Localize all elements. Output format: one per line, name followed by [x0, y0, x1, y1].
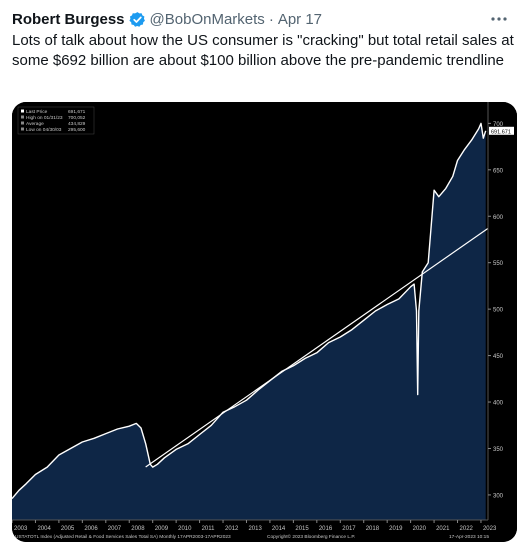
legend-label: Last Price [26, 109, 48, 115]
y-tick-label: 300 [493, 493, 504, 499]
y-tick-label: 650 [493, 168, 504, 174]
y-tick-label: 500 [493, 308, 504, 314]
x-tick-label: 2015 [295, 526, 309, 532]
legend-box [17, 106, 95, 135]
x-tick-label: 2021 [436, 526, 450, 532]
legend-value: 700,052 [68, 115, 86, 121]
legend-swatch [21, 127, 24, 131]
series-line [12, 122, 487, 500]
legend-swatch [21, 121, 24, 125]
x-tick-label: 2009 [155, 526, 169, 532]
y-tick-label: 450 [493, 354, 504, 360]
footer-copyright: Copyright© 2023 Bloomberg Finance L.P. [267, 533, 355, 540]
legend-value: 434,829 [68, 121, 86, 127]
x-tick-label: 2004 [37, 526, 51, 532]
series-area [12, 123, 486, 521]
tweet-header: Robert Burgess @BobOnMarkets · Apr 17 [12, 8, 512, 30]
x-tick-label: 2006 [84, 526, 98, 532]
x-tick-label: 2010 [178, 526, 192, 532]
y-tick-label: 350 [493, 447, 504, 453]
legend-swatch [21, 109, 24, 113]
x-tick-label: 2012 [225, 526, 239, 532]
y-tick-label: 400 [493, 401, 504, 407]
footer-timestamp: 17-Apr-2023 10:15 [449, 534, 489, 540]
retail-sales-chart: 300 350 400 450 500 550 600 650 700 2003 2004 2005 2… [12, 102, 517, 542]
legend-value: 691,671 [68, 109, 86, 115]
x-tick-label: 2003 [14, 526, 28, 532]
y-tick-label: 700 [493, 122, 504, 128]
last-price-tag-label: 691.671 [491, 129, 511, 135]
x-tick-label: 2005 [61, 526, 75, 532]
more-horizontal-icon[interactable] [488, 8, 510, 30]
footer-source: USTATOTL Index (Adjusted Retail & Food S… [15, 534, 231, 540]
verified-badge-icon [128, 11, 146, 28]
trend-line [145, 227, 489, 468]
legend-label: Average [26, 121, 44, 127]
x-tick-label: 2022 [460, 526, 474, 532]
x-tick-label: 2018 [366, 526, 380, 532]
legend-label: Low on 04/30/03 [26, 127, 62, 133]
x-tick-label: 2007 [108, 526, 122, 532]
tweet-text: Lots of talk about how the US consumer i… [12, 32, 514, 69]
x-tick-label: 2023 [483, 526, 497, 532]
x-tick-label: 2019 [389, 526, 403, 532]
tweet-date[interactable]: Apr 17 [277, 10, 323, 28]
legend-label: High on 01/31/23 [26, 115, 63, 121]
x-tick-label: 2011 [202, 526, 216, 532]
chart-image[interactable]: 300 350 400 450 500 550 600 650 700 2003 2004 2005 2… [12, 102, 517, 542]
x-tick-label: 2020 [413, 526, 427, 532]
x-tick-label: 2017 [342, 526, 356, 532]
last-price-tag [489, 126, 514, 135]
x-tick-label: 2013 [248, 526, 262, 532]
y-tick-label: 550 [493, 261, 504, 267]
separator: · [268, 10, 274, 28]
x-tick-label: 2008 [131, 526, 145, 532]
author-name[interactable]: Robert Burgess [12, 10, 125, 28]
x-tick-label: 2014 [272, 526, 286, 532]
author-handle[interactable]: @BobOnMarkets [149, 10, 265, 28]
x-tick-label: 2016 [319, 526, 333, 532]
y-tick-label: 600 [493, 215, 504, 221]
legend-value: 295,600 [68, 127, 86, 133]
legend-swatch [21, 115, 24, 119]
